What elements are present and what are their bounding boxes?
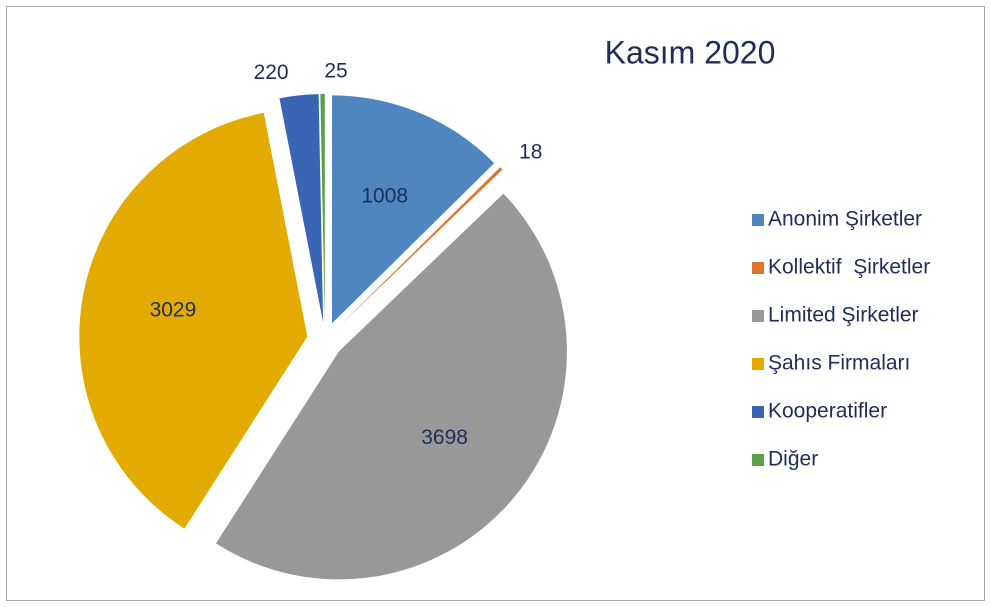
legend-label: Anonim Şirketler bbox=[768, 208, 922, 231]
data-label: 220 bbox=[254, 61, 289, 84]
legend-swatch bbox=[752, 454, 764, 466]
pie-slice bbox=[215, 193, 567, 580]
legend-label: Diğer bbox=[768, 448, 818, 471]
legend-swatch bbox=[752, 358, 764, 370]
pie-slice bbox=[79, 112, 308, 529]
legend-swatch bbox=[752, 262, 764, 274]
data-label: 3029 bbox=[150, 299, 197, 322]
pie-slice bbox=[279, 94, 324, 323]
legend-label: Limited Şirketler bbox=[768, 304, 919, 327]
chart-title: Kasım 2020 bbox=[605, 34, 776, 70]
data-label: 25 bbox=[324, 60, 347, 83]
legend-swatch bbox=[752, 310, 764, 322]
legend-label: Şahıs Firmaları bbox=[768, 352, 910, 375]
legend-label: Kooperatifler bbox=[768, 400, 887, 423]
legend-swatch bbox=[752, 406, 764, 418]
pie-slice bbox=[337, 167, 503, 328]
pie-slice bbox=[320, 94, 325, 323]
data-label: 3698 bbox=[421, 426, 468, 449]
legend-swatch bbox=[752, 214, 764, 226]
data-label: 1008 bbox=[361, 185, 408, 208]
pie-slice bbox=[331, 95, 495, 324]
data-label: 18 bbox=[519, 141, 542, 164]
legend-label: Kollektif Şirketler bbox=[768, 256, 930, 279]
